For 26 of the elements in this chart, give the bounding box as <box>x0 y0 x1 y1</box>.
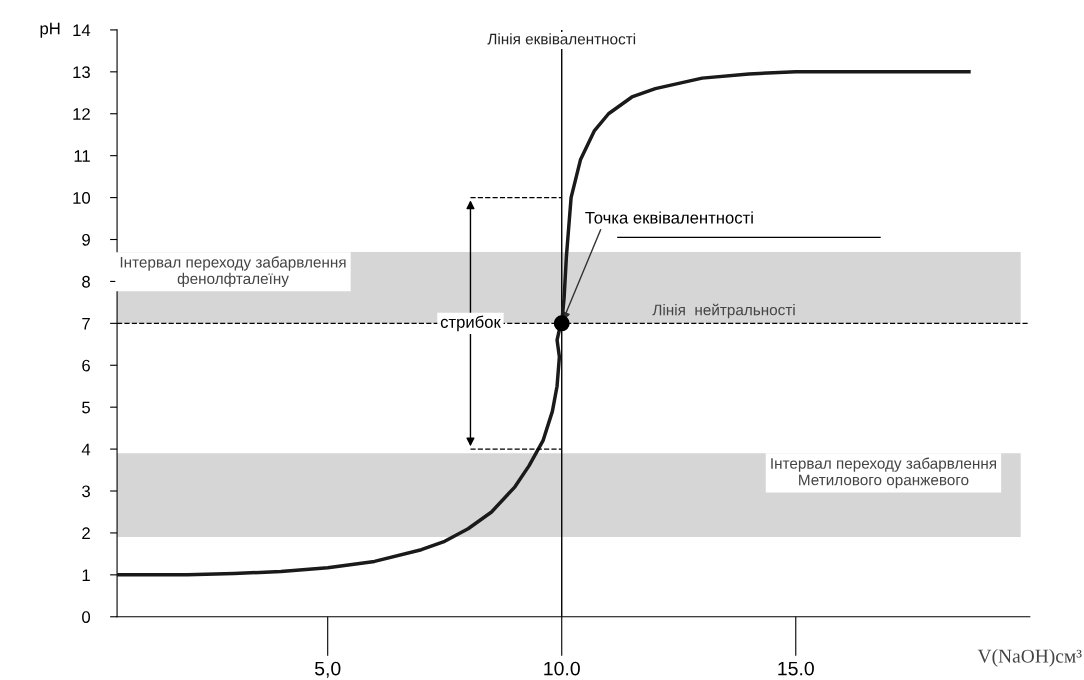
y-tick-label: 6 <box>82 359 90 372</box>
annotation: стрибок <box>440 315 501 332</box>
y-tick-label: 11 <box>74 150 90 162</box>
y-tick-label: 5 <box>82 401 90 414</box>
y-tick-label: 10 <box>73 191 91 204</box>
y-tick-label: 14 <box>73 24 91 36</box>
y-tick-label: 0 <box>82 611 91 623</box>
ref-line-label: Лінія нейтральності <box>652 303 795 319</box>
x-tick-label: 15.0 <box>778 661 814 676</box>
x-tick-label: 10.0 <box>544 661 580 676</box>
band-label: Інтервал переходу забарвлення Метилового оранжевого <box>771 457 996 489</box>
y-tick-label: 3 <box>82 485 90 498</box>
y-tick-label: 9 <box>82 233 90 246</box>
ref-line-label: Лінія еквівалентності <box>487 33 636 45</box>
x-axis-title: V(NaOH)см³ <box>977 649 1082 667</box>
annotation: Точка еквівалентності <box>585 211 753 224</box>
y-tick-label: 4 <box>81 443 91 456</box>
y-tick-label: 7 <box>82 317 90 330</box>
x-tick-label: 5,0 <box>314 661 341 678</box>
y-tick-label: 12 <box>73 108 90 120</box>
y-axis-title: pH <box>40 22 60 38</box>
y-tick-label: 2 <box>82 527 90 539</box>
band-label: Інтервал переходу забарвлення фенолфталеїну <box>120 256 346 288</box>
y-tick-label: 1 <box>82 569 90 581</box>
y-tick-label: 13 <box>73 66 90 79</box>
y-tick-label: 8 <box>82 275 90 288</box>
